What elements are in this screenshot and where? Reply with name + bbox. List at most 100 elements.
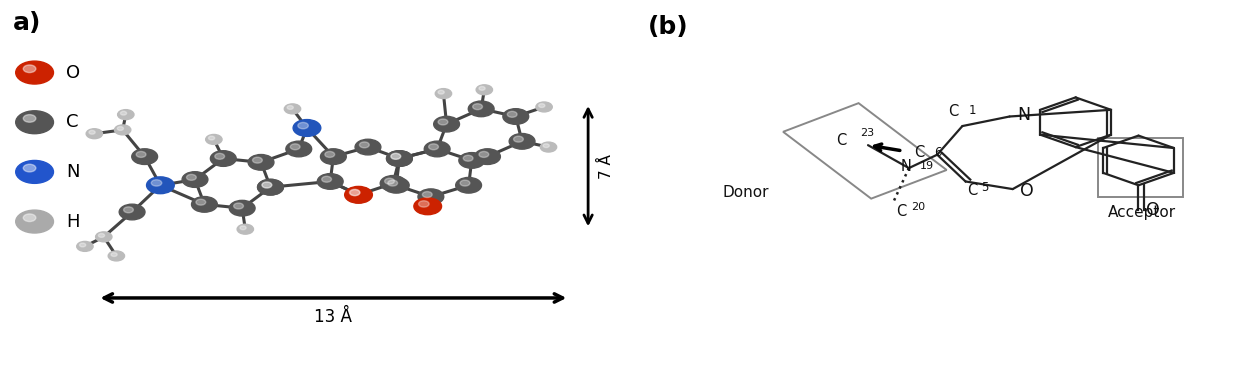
Circle shape — [111, 253, 117, 256]
Text: 6: 6 — [933, 146, 941, 159]
Circle shape — [234, 203, 244, 209]
Text: O: O — [1020, 182, 1034, 200]
Circle shape — [209, 136, 215, 140]
Text: 1: 1 — [969, 104, 976, 117]
Circle shape — [380, 175, 406, 191]
Circle shape — [286, 141, 312, 157]
Circle shape — [258, 180, 283, 195]
Circle shape — [121, 111, 127, 115]
Text: 5: 5 — [981, 181, 989, 194]
Circle shape — [108, 251, 125, 261]
Circle shape — [468, 101, 494, 117]
Circle shape — [322, 176, 332, 182]
Circle shape — [345, 186, 372, 203]
Circle shape — [463, 155, 473, 161]
Circle shape — [360, 142, 370, 148]
Circle shape — [385, 178, 395, 184]
Circle shape — [435, 89, 452, 99]
Circle shape — [117, 126, 123, 130]
Circle shape — [258, 180, 283, 195]
Circle shape — [182, 172, 208, 187]
Text: N: N — [67, 163, 79, 181]
Circle shape — [477, 85, 493, 95]
Circle shape — [196, 199, 206, 205]
Circle shape — [541, 142, 557, 152]
Circle shape — [186, 174, 196, 180]
Text: 19: 19 — [921, 161, 935, 171]
Text: 13 Å: 13 Å — [314, 308, 352, 326]
Circle shape — [424, 141, 450, 157]
Circle shape — [455, 177, 482, 193]
Circle shape — [507, 111, 517, 117]
Circle shape — [293, 120, 321, 136]
Text: O: O — [1146, 201, 1160, 219]
Circle shape — [89, 130, 96, 134]
Circle shape — [114, 125, 131, 135]
Circle shape — [479, 151, 489, 157]
Circle shape — [543, 144, 550, 147]
Circle shape — [238, 224, 254, 234]
Circle shape — [474, 149, 501, 164]
Circle shape — [123, 207, 133, 213]
Circle shape — [16, 111, 53, 134]
Circle shape — [248, 154, 274, 170]
Circle shape — [240, 226, 247, 230]
Circle shape — [210, 151, 237, 166]
Circle shape — [414, 198, 442, 215]
Text: 23: 23 — [860, 128, 874, 138]
Text: Acceptor: Acceptor — [1107, 204, 1176, 220]
Circle shape — [503, 108, 528, 125]
Text: a): a) — [13, 11, 42, 36]
Circle shape — [118, 110, 135, 120]
Circle shape — [284, 104, 301, 114]
Circle shape — [136, 151, 146, 157]
Circle shape — [355, 139, 381, 155]
Circle shape — [387, 180, 398, 186]
Circle shape — [536, 102, 552, 112]
Text: H: H — [67, 212, 79, 231]
Circle shape — [262, 182, 272, 188]
Text: O: O — [67, 63, 81, 82]
Circle shape — [479, 86, 486, 90]
Circle shape — [24, 115, 36, 122]
Circle shape — [79, 243, 86, 247]
Circle shape — [147, 177, 174, 194]
Circle shape — [287, 105, 293, 109]
Circle shape — [438, 119, 448, 125]
Bar — [1097, 138, 1183, 197]
Text: C: C — [947, 104, 959, 119]
Text: 7 Å: 7 Å — [600, 154, 614, 179]
Circle shape — [298, 122, 308, 129]
Circle shape — [438, 90, 444, 94]
Circle shape — [460, 180, 470, 186]
Circle shape — [473, 104, 483, 110]
Circle shape — [16, 210, 53, 233]
Text: (b): (b) — [648, 15, 688, 39]
Circle shape — [391, 153, 401, 159]
Circle shape — [24, 65, 36, 73]
Circle shape — [132, 149, 157, 164]
Circle shape — [151, 180, 162, 186]
Circle shape — [325, 151, 335, 157]
Circle shape — [538, 104, 545, 107]
Text: 20: 20 — [911, 202, 925, 212]
Circle shape — [350, 189, 360, 196]
Circle shape — [291, 144, 301, 150]
Text: C: C — [966, 183, 977, 198]
Text: Donor: Donor — [722, 185, 769, 201]
Text: C: C — [67, 113, 78, 131]
Text: N: N — [1018, 105, 1030, 124]
Circle shape — [317, 173, 343, 189]
Circle shape — [120, 204, 145, 220]
Circle shape — [509, 133, 535, 149]
Circle shape — [384, 177, 409, 193]
Circle shape — [350, 189, 360, 196]
Circle shape — [96, 232, 112, 242]
Circle shape — [229, 200, 255, 216]
Circle shape — [86, 129, 103, 139]
Circle shape — [24, 164, 36, 172]
Circle shape — [513, 136, 523, 142]
Circle shape — [191, 196, 218, 212]
Text: C: C — [897, 204, 907, 219]
Circle shape — [215, 153, 225, 159]
